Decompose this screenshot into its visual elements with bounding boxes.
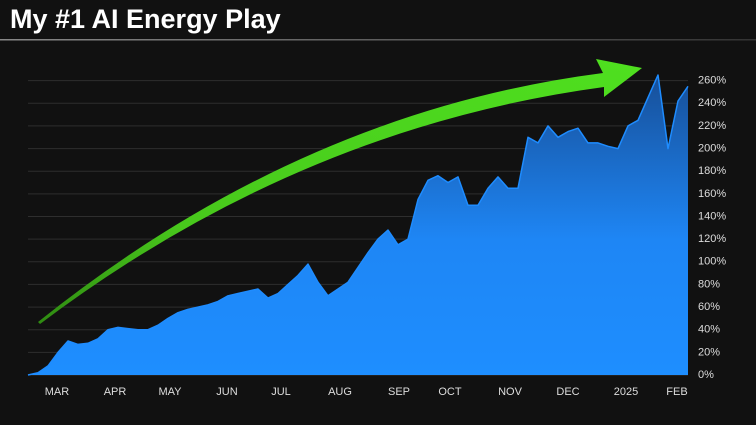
chart-title: My #1 AI Energy Play — [10, 4, 281, 34]
x-tick-label: JUN — [216, 386, 237, 398]
x-tick-label: AUG — [328, 386, 352, 398]
y-tick-label: 260% — [698, 75, 726, 87]
y-tick-label: 80% — [698, 278, 720, 290]
area — [28, 75, 688, 375]
x-tick-label: APR — [104, 386, 127, 398]
y-tick-label: 160% — [698, 188, 726, 200]
y-tick-label: 60% — [698, 301, 720, 313]
x-tick-label: OCT — [438, 386, 462, 398]
x-tick-label: MAR — [45, 386, 70, 398]
y-tick-label: 140% — [698, 210, 726, 222]
x-tick-label: DEC — [556, 386, 579, 398]
area-line — [27, 74, 689, 376]
y-tick-label: 100% — [698, 256, 726, 268]
x-tick-label: FEB — [666, 386, 687, 398]
title-rule — [0, 39, 756, 41]
y-tick-label: 20% — [698, 346, 720, 358]
y-tick-label: 180% — [698, 165, 726, 177]
trend-arrow — [38, 59, 642, 324]
y-tick-label: 220% — [698, 120, 726, 132]
x-tick-label: 2025 — [614, 386, 638, 398]
x-tick-label: MAY — [158, 386, 182, 398]
y-tick-label: 200% — [698, 142, 726, 154]
y-tick-label: 40% — [698, 324, 720, 336]
labels: 0% 20% 40% 60% 80% 100% 120% 140% 160% 180% 200% 22… — [45, 75, 727, 398]
x-tick-label: NOV — [498, 386, 523, 398]
y-tick-label: 240% — [698, 97, 726, 109]
x-tick-label: SEP — [388, 386, 410, 398]
plot — [27, 74, 689, 376]
x-tick-label: JUL — [271, 386, 291, 398]
y-tick-label: 0% — [698, 369, 714, 381]
y-tick-label: 120% — [698, 233, 726, 245]
